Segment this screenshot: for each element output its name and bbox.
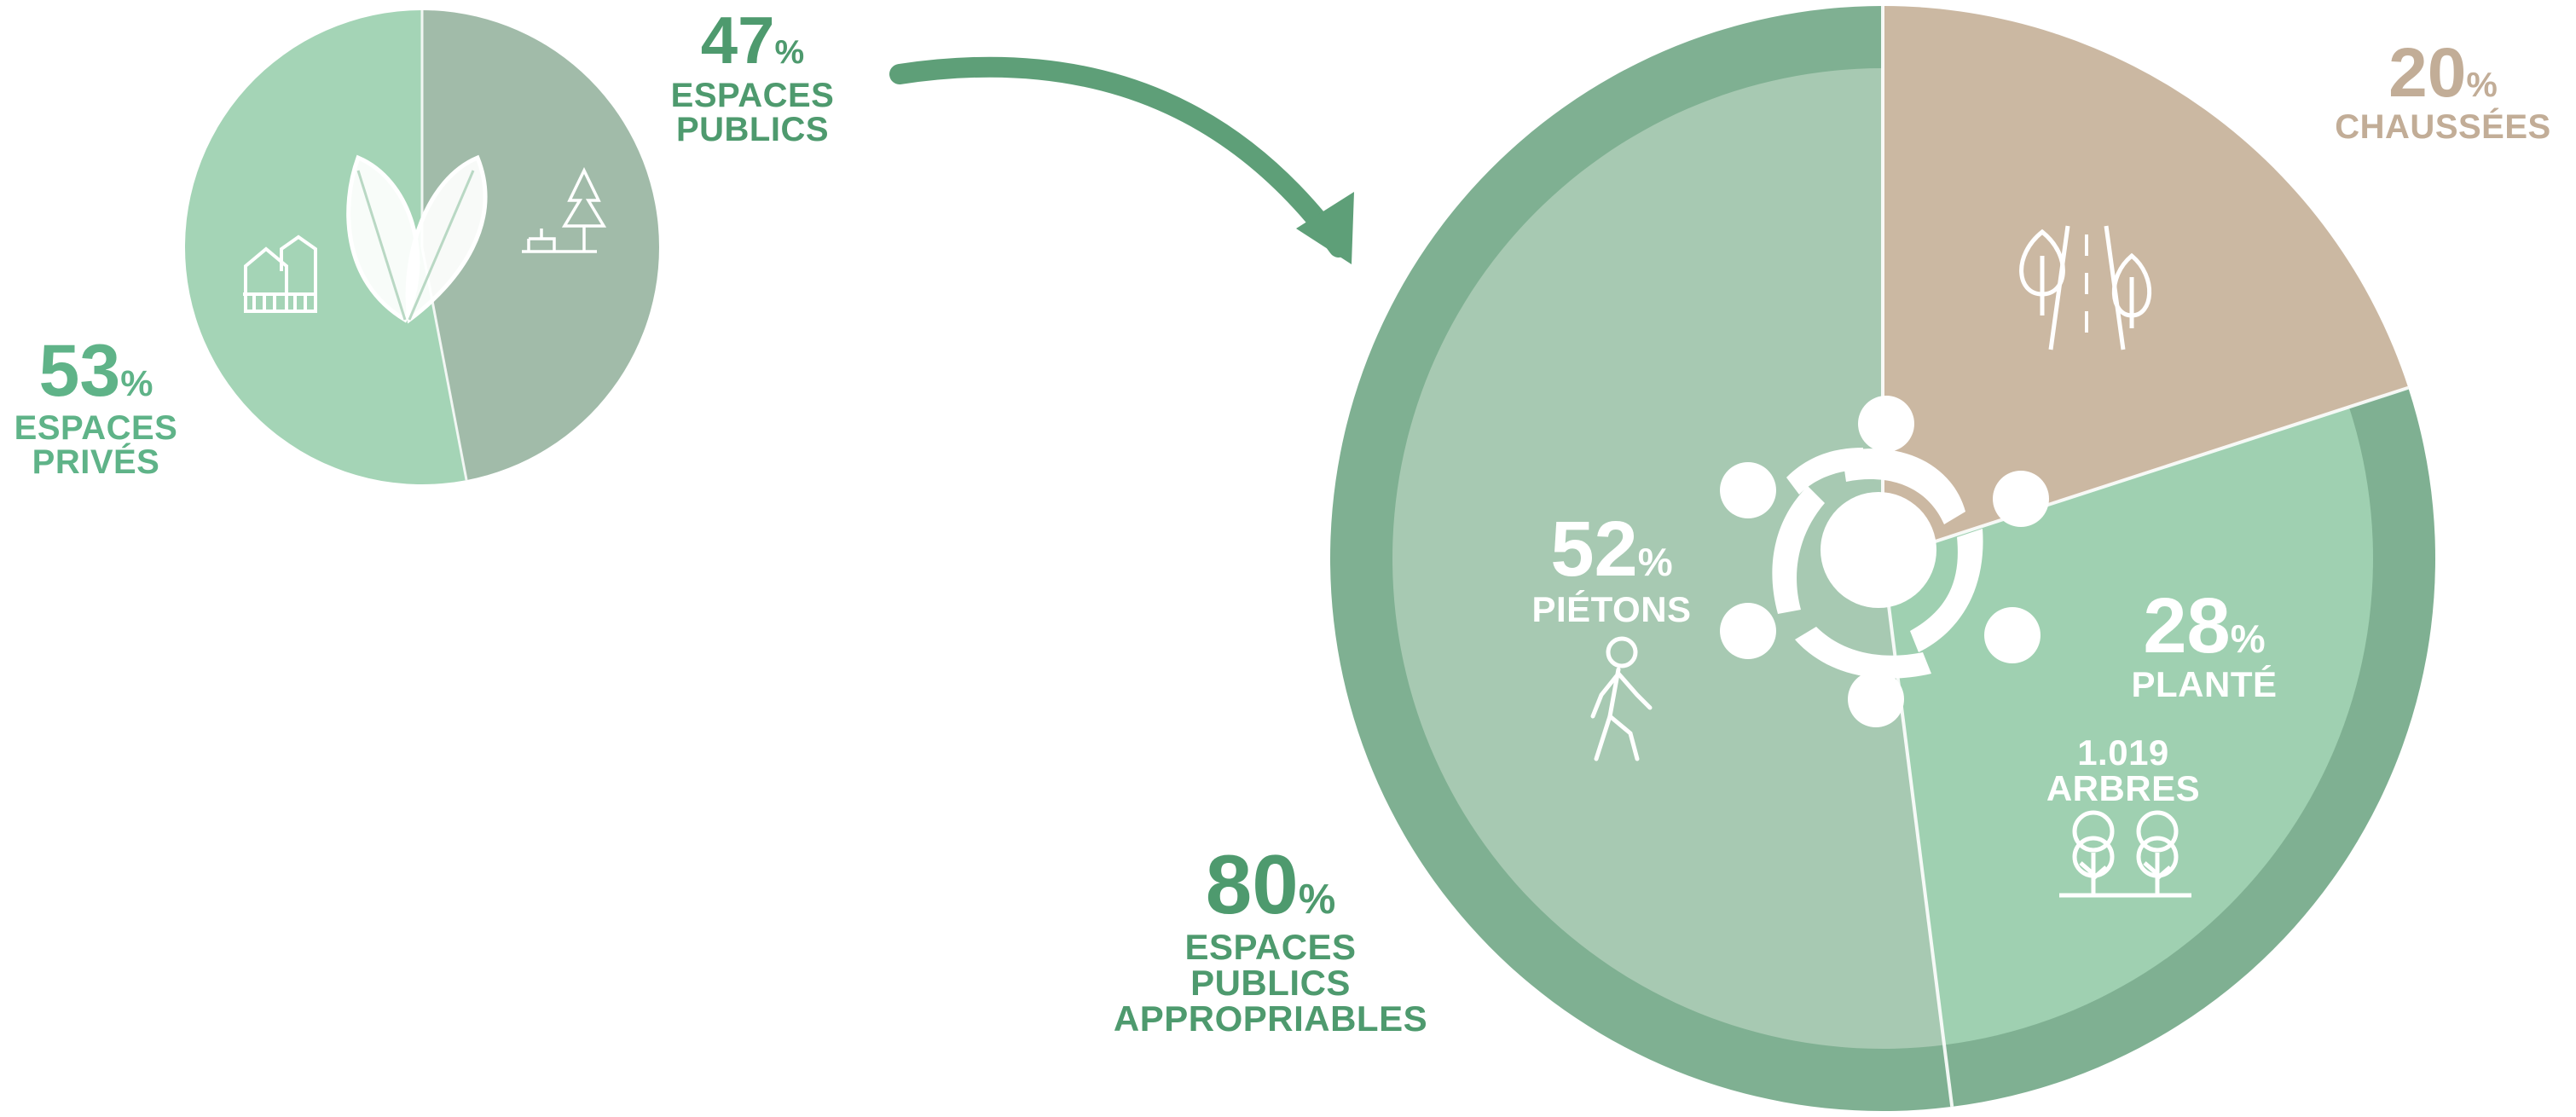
label-planted-line1: PLANTÉ [2131,664,2278,704]
value-roads: 20 [2388,34,2467,112]
curved-arrow-icon [889,56,1354,264]
value-appropriable: 80 [1205,837,1299,931]
label-appropriable: 80% ESPACES PUBLICS APPROPRIABLES [1100,842,1441,1037]
label-private: 53% ESPACES PRIVÉS [4,334,188,479]
big-pie [1330,6,2435,1111]
leaf-icon [346,154,488,324]
slice-public [422,10,660,481]
trees-count: 1.019 [2077,732,2169,773]
slice-pedestrians [1392,68,1945,1049]
value-private: 53 [38,330,121,412]
unit-planted: % [2230,616,2266,661]
unit-public: % [774,34,805,71]
label-planted: 28% PLANTÉ [2093,587,2315,703]
small-pie [185,10,660,484]
value-public: 47 [700,3,775,78]
slice-divider [1882,385,2409,560]
label-roads: 20% CHAUSSÉES [2319,38,2567,146]
slice-divider [1881,558,1954,1108]
value-planted: 28 [2143,582,2231,669]
label-public-line1: ESPACES [670,77,835,114]
label-pedestrians-line1: PIÉTONS [1531,589,1692,629]
label-appropriable-line2: PUBLICS [1190,963,1351,1003]
value-pedestrians: 52 [1550,506,1638,593]
label-public-line2: PUBLICS [675,111,830,148]
label-roads-line1: CHAUSSÉES [2335,108,2551,146]
trees-icon [2059,810,2191,898]
label-private-line2: PRIVÉS [32,443,160,481]
houses-icon [243,234,317,313]
walking-person-icon [1590,636,1653,761]
label-trees: 1.019 ARBRES [2029,735,2217,807]
community-circle-icon [1720,396,2049,727]
park-bench-tree-icon [522,166,607,253]
slice-private [185,10,467,484]
unit-roads: % [2466,65,2498,104]
label-appropriable-line1: ESPACES [1184,927,1357,967]
label-appropriable-line3: APPROPRIABLES [1113,998,1428,1039]
trees-label: ARBRES [2046,768,2201,808]
road-trees-icon [2019,225,2152,350]
unit-private: % [120,363,153,404]
unit-appropriable: % [1298,877,1336,923]
slice-planted [1883,407,2373,1045]
label-private-line1: ESPACES [14,409,178,447]
unit-pedestrians: % [1637,540,1673,584]
label-public: 47% ESPACES PUBLICS [657,7,848,147]
label-pedestrians: 52% PIÉTONS [1501,510,1722,628]
slice-roads [1883,6,2409,558]
